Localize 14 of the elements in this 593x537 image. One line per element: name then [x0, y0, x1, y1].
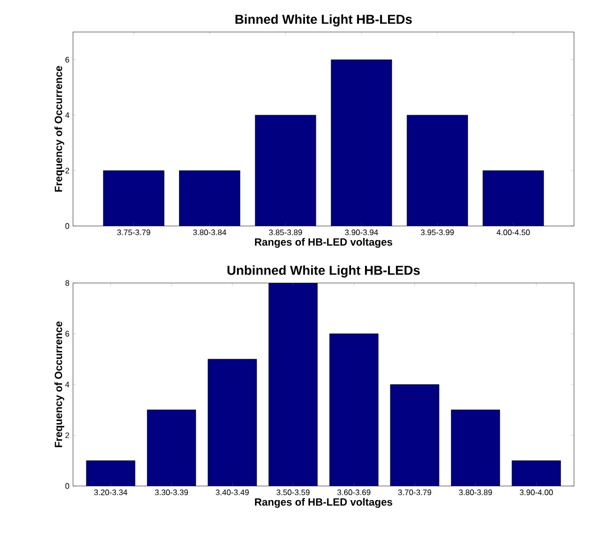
bar	[451, 410, 500, 486]
y-axis-title: Frequency of Occurrence	[54, 66, 64, 192]
bar	[86, 460, 136, 486]
bar	[390, 384, 440, 486]
bar	[330, 334, 378, 486]
x-axis-title: Ranges of HB-LED voltages	[255, 238, 392, 248]
chart-title: Unbinned White Light HB-LEDs	[228, 265, 420, 278]
x-axis-title: Ranges of HB-LED voltages	[255, 498, 392, 508]
bar	[512, 460, 561, 486]
bar	[208, 359, 257, 486]
bar	[268, 283, 318, 486]
chart-title: Binned White Light HB-LEDs	[236, 14, 412, 27]
y-axis-title: Frequency of Occurrence	[54, 322, 64, 448]
bar	[147, 410, 196, 486]
